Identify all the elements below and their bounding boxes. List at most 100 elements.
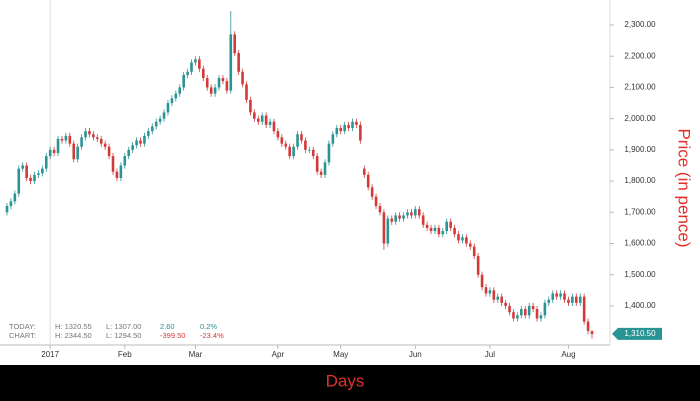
candle-body	[543, 302, 547, 316]
candle-body	[398, 215, 401, 219]
candle-body	[555, 293, 558, 297]
candle-body	[319, 171, 323, 175]
candle-body	[288, 146, 291, 157]
summary: TODAY: H: 1320.55 L: 1307.00 2.60 0.2% C…	[9, 322, 224, 340]
candle-body	[123, 156, 127, 166]
candle-body	[382, 212, 386, 244]
summary-change: 2.60	[160, 322, 175, 331]
candle-body	[563, 293, 566, 300]
candle-body	[147, 131, 150, 136]
candle-body	[76, 146, 79, 160]
summary-percent: 0.2%	[200, 322, 217, 331]
last-price-label: 1,310.50	[624, 329, 656, 338]
candle-body	[103, 143, 107, 147]
candle-body	[158, 118, 162, 122]
candle-body	[468, 243, 472, 247]
summary-label: TODAY:	[9, 322, 36, 331]
candle-body	[323, 162, 327, 175]
candle-body	[119, 165, 123, 178]
candle-body	[9, 201, 13, 207]
candle-body	[433, 227, 437, 232]
background	[0, 0, 700, 365]
candle-body	[245, 84, 248, 100]
candle-body	[221, 78, 225, 82]
candle-body	[202, 68, 205, 79]
candle-body	[315, 156, 319, 172]
y-tick-label: 1,600.00	[624, 239, 656, 248]
x-tick-label: Feb	[118, 350, 132, 359]
candle-body	[48, 149, 52, 157]
candle-body	[217, 78, 221, 88]
candle-body	[135, 140, 138, 146]
candle-body	[213, 87, 217, 94]
x-tick-label: May	[333, 350, 348, 359]
candle-body	[535, 309, 539, 319]
candle-body	[25, 165, 28, 178]
candle-body	[166, 103, 170, 113]
x-tick-label: Jun	[409, 350, 422, 359]
summary-high: H: 2344.50	[55, 331, 92, 340]
candle-body	[402, 215, 405, 219]
candle-body	[209, 87, 213, 94]
candle-body	[437, 227, 441, 235]
candle-body	[139, 140, 142, 144]
x-tick-label: Apr	[272, 350, 285, 359]
candle-body	[516, 315, 519, 319]
candle-body	[504, 302, 507, 306]
candle-body	[531, 305, 535, 310]
candle-body	[241, 71, 244, 85]
candle-body	[520, 309, 523, 316]
candle-body	[131, 145, 134, 150]
candle-body	[590, 330, 594, 335]
candle-body	[80, 137, 83, 147]
candle-body	[143, 135, 146, 144]
candle-body	[186, 71, 189, 75]
candle-body	[52, 149, 56, 153]
candle-body	[523, 309, 527, 316]
candle-body	[44, 156, 48, 169]
candle-body	[41, 168, 44, 174]
summary-label: CHART:	[9, 331, 36, 340]
summary-low: L: 1307.00	[106, 322, 141, 331]
x-tick-label: Aug	[561, 350, 575, 359]
candle-body	[421, 215, 425, 225]
candle-body	[264, 115, 268, 125]
candle-body	[115, 171, 119, 178]
candle-body	[417, 209, 421, 216]
candle-body	[237, 53, 240, 72]
candle-body	[574, 296, 578, 303]
y-tick-label: 2,000.00	[624, 114, 656, 123]
candle-body	[84, 131, 87, 138]
candle-body	[233, 34, 237, 54]
y-tick-label: 2,200.00	[624, 51, 656, 60]
candle-body	[308, 149, 311, 151]
y-tick-label: 2,300.00	[624, 20, 656, 29]
candle-body	[374, 196, 378, 207]
candle-body	[256, 118, 260, 122]
candle-body	[229, 34, 233, 91]
candle-body	[410, 212, 413, 216]
footer-bar	[0, 365, 700, 401]
candle-body	[461, 237, 464, 241]
candle-body	[480, 274, 484, 288]
candle-body	[355, 121, 358, 125]
candle-body	[13, 193, 17, 202]
x-tick-label: 2017	[41, 350, 59, 359]
candle-body	[178, 87, 182, 94]
y-tick-label: 2,100.00	[624, 83, 656, 92]
candle-body	[72, 143, 76, 160]
candle-body	[586, 321, 590, 331]
candle-body	[508, 305, 511, 313]
candle-body	[280, 137, 284, 144]
candle-body	[351, 121, 354, 129]
candle-body	[150, 126, 154, 132]
candle-body	[300, 134, 303, 141]
candle-body	[249, 99, 252, 113]
candle-body	[378, 206, 382, 213]
candle-body	[551, 293, 555, 300]
candle-body	[268, 121, 272, 125]
last-price-tag	[612, 327, 662, 340]
candle-body	[17, 168, 21, 194]
candle-body	[414, 209, 417, 216]
candle-body	[366, 174, 370, 188]
